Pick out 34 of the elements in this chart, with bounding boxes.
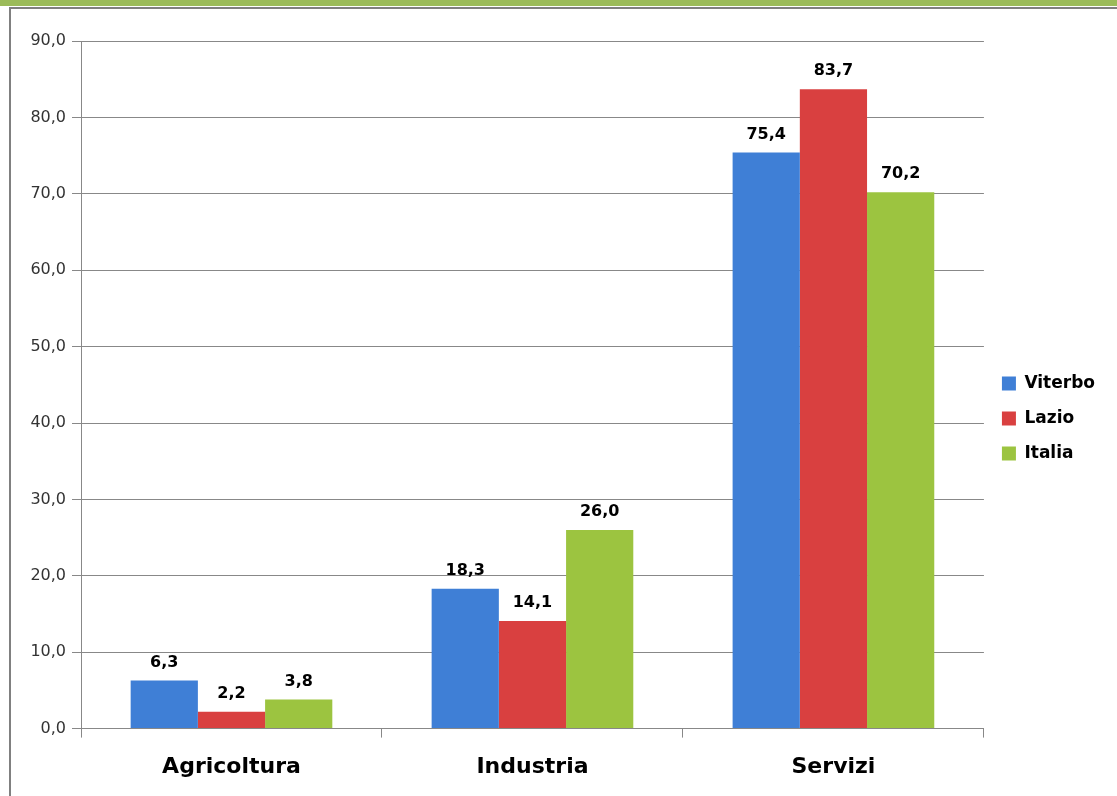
data-label: 2,2 [217, 682, 246, 702]
bar [732, 152, 800, 729]
y-tick-label: 80,0 [30, 106, 66, 126]
bar [498, 620, 567, 729]
data-label: 18,3 [445, 559, 485, 579]
x-tick-label: Agricoltura [162, 752, 301, 778]
legend-label: Italia [1024, 441, 1074, 462]
y-tick-label: 20,0 [30, 564, 66, 584]
y-tick-label: 70,0 [30, 182, 66, 202]
data-label: 70,2 [880, 163, 921, 183]
y-tick-label: 60,0 [30, 259, 66, 279]
legend-label: Viterbo [1024, 371, 1095, 392]
bar [265, 699, 333, 729]
y-tick-label: 10,0 [30, 641, 66, 661]
bar [566, 529, 634, 729]
data-label: 26,0 [579, 501, 620, 521]
x-tick-label: Industria [476, 752, 589, 778]
y-tick-label: 50,0 [30, 335, 66, 355]
y-tick-label: 90,0 [30, 30, 66, 50]
data-label: 14,1 [512, 592, 553, 612]
x-tick-label: Servizi [791, 752, 876, 778]
bar [799, 89, 868, 729]
y-tick-label: 0,0 [40, 717, 66, 737]
data-label: 3,8 [284, 670, 313, 690]
y-tick-label: 40,0 [30, 412, 66, 432]
data-label: 75,4 [746, 123, 786, 143]
data-label: 6,3 [150, 651, 179, 671]
bar [197, 711, 266, 729]
bar [130, 680, 198, 729]
data-label: 83,7 [813, 60, 854, 80]
legend-label: Lazio [1024, 406, 1075, 427]
bar [431, 588, 499, 729]
y-tick-label: 30,0 [30, 488, 66, 508]
bar [867, 192, 935, 729]
